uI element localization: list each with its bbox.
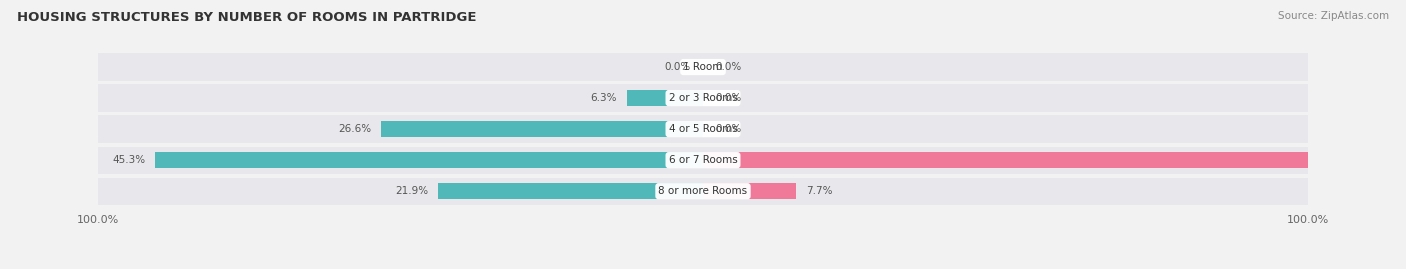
- Bar: [627, 90, 703, 106]
- Text: 0.0%: 0.0%: [716, 124, 741, 134]
- Text: HOUSING STRUCTURES BY NUMBER OF ROOMS IN PARTRIDGE: HOUSING STRUCTURES BY NUMBER OF ROOMS IN…: [17, 11, 477, 24]
- Text: 4 or 5 Rooms: 4 or 5 Rooms: [669, 124, 737, 134]
- Bar: [98, 53, 1308, 81]
- Text: 0.0%: 0.0%: [716, 93, 741, 103]
- Bar: [98, 147, 1308, 174]
- Text: 0.0%: 0.0%: [716, 62, 741, 72]
- Text: 0.0%: 0.0%: [665, 62, 690, 72]
- Text: 26.6%: 26.6%: [339, 124, 371, 134]
- Bar: [98, 84, 1308, 112]
- Text: 1 Room: 1 Room: [683, 62, 723, 72]
- Bar: [381, 121, 703, 137]
- Text: 2 or 3 Rooms: 2 or 3 Rooms: [669, 93, 737, 103]
- Bar: [98, 178, 1308, 205]
- Text: 6.3%: 6.3%: [591, 93, 617, 103]
- Text: Source: ZipAtlas.com: Source: ZipAtlas.com: [1278, 11, 1389, 21]
- Text: 21.9%: 21.9%: [395, 186, 429, 196]
- Bar: [439, 183, 703, 199]
- Bar: [703, 183, 796, 199]
- Bar: [155, 152, 703, 168]
- Text: 45.3%: 45.3%: [112, 155, 146, 165]
- Bar: [98, 115, 1308, 143]
- Text: 7.7%: 7.7%: [806, 186, 832, 196]
- Text: 6 or 7 Rooms: 6 or 7 Rooms: [669, 155, 737, 165]
- Bar: [703, 152, 1406, 168]
- Text: 8 or more Rooms: 8 or more Rooms: [658, 186, 748, 196]
